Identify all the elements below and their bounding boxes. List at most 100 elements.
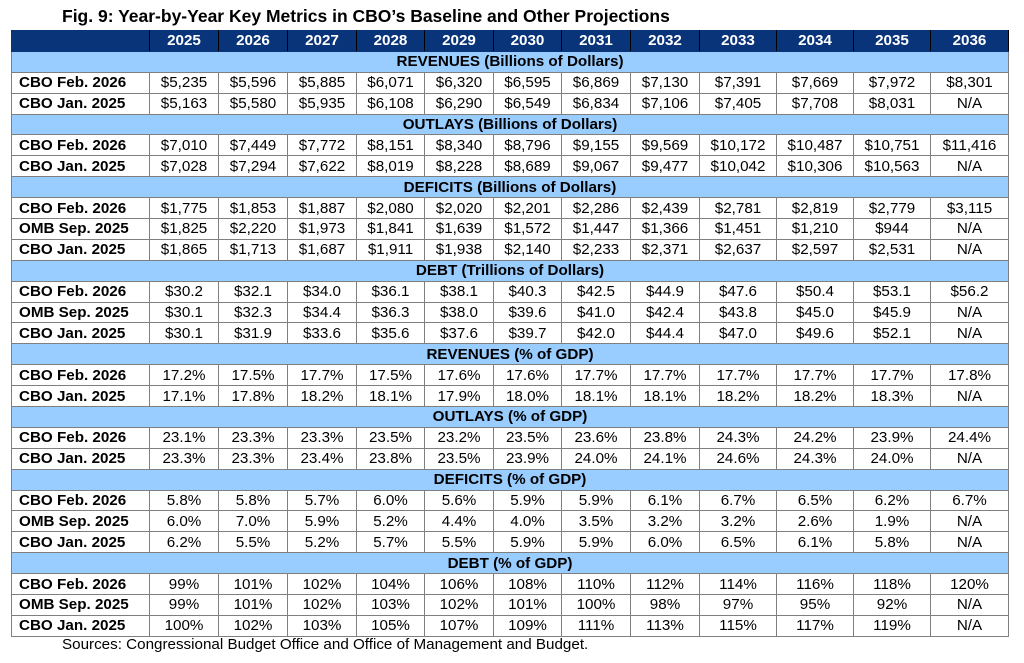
table-cell: 17.5% <box>218 364 288 387</box>
table-cell: $1,825 <box>149 218 219 240</box>
table-cell: $1,210 <box>776 218 854 240</box>
row-label: CBO Jan. 2025 <box>11 155 150 178</box>
table-cell: $1,639 <box>424 218 494 240</box>
table-cell: $1,447 <box>561 218 631 240</box>
table-cell: $45.0 <box>776 301 854 324</box>
row-label: CBO Jan. 2025 <box>11 238 150 261</box>
section-header-row: DEFICITS (% of GDP) <box>11 468 1009 491</box>
table-cell: 5.7% <box>287 489 357 512</box>
table-cell: 3.2% <box>699 510 777 533</box>
table-cell: $47.6 <box>699 280 777 303</box>
table-cell: 18.2% <box>699 385 777 408</box>
table-cell: N/A <box>930 531 1009 554</box>
table-cell: $7,772 <box>287 134 357 157</box>
table-cell: 17.7% <box>853 364 931 387</box>
table-cell: 1.9% <box>853 510 931 533</box>
table-cell: 23.3% <box>149 447 219 470</box>
table-cell: $34.4 <box>287 301 357 324</box>
table-cell: N/A <box>930 301 1009 324</box>
table-cell: $40.3 <box>493 280 562 303</box>
table-cell: $5,580 <box>218 92 288 115</box>
table-cell: 5.5% <box>218 531 288 554</box>
table-cell: 100% <box>561 594 631 616</box>
table-cell: $1,973 <box>287 218 357 240</box>
table-cell: N/A <box>930 92 1009 115</box>
section-title: DEBT (Trillions of Dollars) <box>11 259 1009 282</box>
table-cell: 5.2% <box>287 531 357 554</box>
section-title: OUTLAYS (Billions of Dollars) <box>11 113 1009 136</box>
table-cell: $6,595 <box>493 71 562 94</box>
table-cell: 108% <box>493 573 562 596</box>
table-cell: $44.4 <box>630 322 700 345</box>
table-cell: N/A <box>930 385 1009 408</box>
table-cell: 6.0% <box>356 489 425 512</box>
table-cell: $2,439 <box>630 197 700 220</box>
table-cell: 113% <box>630 614 700 637</box>
table-cell: $10,563 <box>853 155 931 178</box>
table-cell: 24.3% <box>699 426 777 449</box>
table-cell: 5.2% <box>356 510 425 533</box>
table-cell: $2,020 <box>424 197 494 220</box>
table-cell: $1,865 <box>149 238 219 261</box>
table-cell: $56.2 <box>930 280 1009 303</box>
table-cell: 102% <box>287 594 357 616</box>
row-label: CBO Jan. 2025 <box>11 92 150 115</box>
table-cell: 23.9% <box>853 426 931 449</box>
table-cell: $7,130 <box>630 71 700 94</box>
table-cell: 24.2% <box>776 426 854 449</box>
table-cell: $42.4 <box>630 301 700 324</box>
table-cell: 17.5% <box>356 364 425 387</box>
table-cell: 111% <box>561 614 631 637</box>
table-cell: $2,781 <box>699 197 777 220</box>
table-cell: $10,172 <box>699 134 777 157</box>
table-cell: 23.8% <box>630 426 700 449</box>
table-row: CBO Feb. 2026 $7,010 $7,449 $7,772 $8,151 $8,… <box>11 134 1009 157</box>
table-cell: $2,597 <box>776 238 854 261</box>
column-header-2033: 2033 <box>699 30 777 52</box>
column-header-2035: 2035 <box>853 30 931 52</box>
table-cell: N/A <box>930 155 1009 178</box>
table-cell: 23.3% <box>287 426 357 449</box>
row-label: CBO Feb. 2026 <box>11 364 150 387</box>
table-cell: $2,233 <box>561 238 631 261</box>
table-cell: 23.8% <box>356 447 425 470</box>
table-cell: 99% <box>149 573 219 596</box>
column-header-2027: 2027 <box>287 30 357 52</box>
table-cell: 114% <box>699 573 777 596</box>
table-cell: 117% <box>776 614 854 637</box>
table-cell: 6.0% <box>149 510 219 533</box>
table-cell: $7,449 <box>218 134 288 157</box>
table-cell: $6,869 <box>561 71 631 94</box>
row-label: OMB Sep. 2025 <box>11 594 150 616</box>
table-cell: $5,885 <box>287 71 357 94</box>
table-cell: $2,201 <box>493 197 562 220</box>
table-cell: $5,596 <box>218 71 288 94</box>
table-cell: $8,228 <box>424 155 494 178</box>
table-cell: $2,140 <box>493 238 562 261</box>
table-cell: 17.6% <box>424 364 494 387</box>
table-cell: $2,779 <box>853 197 931 220</box>
table-cell: $9,155 <box>561 134 631 157</box>
table-cell: $3,115 <box>930 197 1009 220</box>
table-cell: 6.7% <box>699 489 777 512</box>
column-header-2031: 2031 <box>561 30 631 52</box>
table-row: CBO Feb. 2026 99% 101% 102% 104% 106% 108% 110%… <box>11 573 1009 596</box>
table-row: OMB Sep. 2025 6.0% 7.0% 5.9% 5.2% 4.4% 4.0% 3.5… <box>11 510 1009 533</box>
table-cell: $38.1 <box>424 280 494 303</box>
table-cell: 116% <box>776 573 854 596</box>
table-cell: 23.5% <box>356 426 425 449</box>
table-cell: $8,340 <box>424 134 494 157</box>
figure-title: Fig. 9: Year-by-Year Key Metrics in CBO’… <box>62 6 670 26</box>
table-cell: 23.2% <box>424 426 494 449</box>
row-label: CBO Jan. 2025 <box>11 614 150 637</box>
section-header-row: OUTLAYS (Billions of Dollars) <box>11 113 1009 136</box>
table-cell: $1,853 <box>218 197 288 220</box>
table-cell: $2,080 <box>356 197 425 220</box>
table-cell: $9,067 <box>561 155 631 178</box>
table-cell: $42.5 <box>561 280 631 303</box>
table-cell: 23.4% <box>287 447 357 470</box>
section-header-row: REVENUES (Billions of Dollars) <box>11 50 1009 73</box>
table-cell: 110% <box>561 573 631 596</box>
table-cell: 17.7% <box>287 364 357 387</box>
table-cell: $8,031 <box>853 92 931 115</box>
